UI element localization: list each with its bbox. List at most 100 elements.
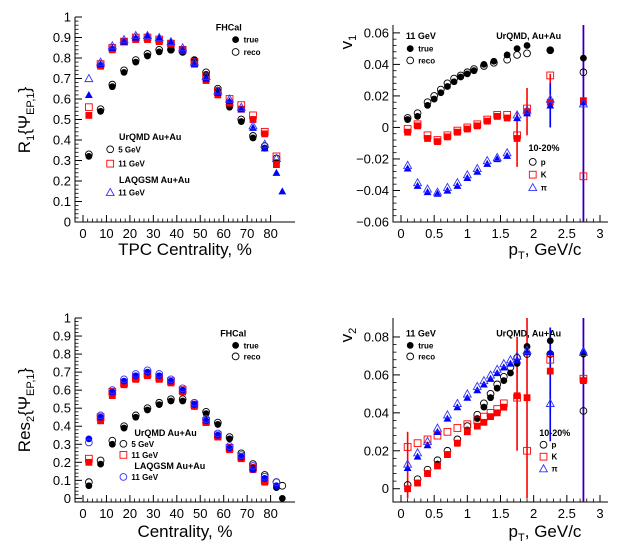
x-tick-label: 30 xyxy=(146,506,160,521)
data-point xyxy=(483,115,492,124)
data-point xyxy=(249,132,257,140)
x-tick-label: 60 xyxy=(216,506,230,521)
y-tick-label: 0 xyxy=(64,491,71,506)
data-point xyxy=(512,351,522,360)
annotation: UrQMD, Au+Au xyxy=(496,31,561,41)
data-point xyxy=(144,36,151,43)
legend-marker xyxy=(105,187,115,196)
data-point xyxy=(479,375,489,385)
data-point xyxy=(97,413,104,421)
y-tick-label: 0.04 xyxy=(364,57,389,72)
legend-label: K xyxy=(541,171,547,180)
data-point xyxy=(470,67,478,75)
y-tick-label: 0.4 xyxy=(53,419,71,434)
data-point xyxy=(546,46,554,54)
chart-p2: −0.06 −0.04 −0.02 0 0.02 0.04 0.06 0 0.5 1 1.5 2 2.5… xyxy=(337,25,608,262)
data-point xyxy=(131,370,140,378)
data-point xyxy=(107,40,117,50)
y-tick-label: 0.1 xyxy=(53,194,71,209)
legend-marker xyxy=(406,56,415,65)
y-tick-label: 0 xyxy=(382,120,389,135)
data-point xyxy=(404,116,412,123)
data-point xyxy=(108,80,117,89)
data-point xyxy=(155,375,163,383)
y-axis-title: v1 xyxy=(337,35,359,50)
data-point xyxy=(202,410,210,418)
data-point xyxy=(412,447,423,457)
data-point xyxy=(493,110,502,119)
data-point xyxy=(249,111,257,120)
data-point xyxy=(546,355,555,364)
data-point xyxy=(237,115,246,124)
x-tick-label: 2.5 xyxy=(558,226,576,241)
x-tick-label: 80 xyxy=(263,226,277,241)
data-point xyxy=(190,398,199,407)
data-point xyxy=(522,345,532,354)
data-point xyxy=(237,451,246,459)
x-tick-label: 2.5 xyxy=(558,506,576,521)
x-tick-label: 3 xyxy=(596,226,603,241)
chart-p1: 00.10.20.30.40.50.60.70.80.910 10 20 30 40 50… xyxy=(15,10,295,259)
data-point xyxy=(493,405,502,413)
data-point xyxy=(155,372,163,380)
y-tick-label: 0.5 xyxy=(53,401,71,416)
legend-label: true xyxy=(244,36,260,45)
data-point xyxy=(413,120,422,129)
legend-label: true xyxy=(244,341,260,350)
data-point xyxy=(131,56,140,64)
series-3 xyxy=(403,71,588,181)
legend-label: 5 GeV xyxy=(118,145,141,154)
data-point xyxy=(178,395,187,404)
data-point xyxy=(249,462,257,470)
data-point xyxy=(261,130,269,138)
data-point xyxy=(201,71,211,81)
y-tick-label: 0.7 xyxy=(53,365,71,380)
data-point xyxy=(97,107,104,115)
y-tick-label: 0.8 xyxy=(53,51,71,66)
data-point xyxy=(453,128,461,136)
data-point xyxy=(132,372,140,380)
data-point xyxy=(462,389,473,398)
data-point xyxy=(155,45,164,54)
legend-marker xyxy=(231,352,240,361)
data-point xyxy=(523,394,531,402)
data-point xyxy=(108,83,116,91)
data-point xyxy=(177,42,188,52)
x-tick-label: 1.5 xyxy=(491,226,509,241)
legend-marker xyxy=(528,170,537,179)
data-point xyxy=(154,32,164,42)
series-0 xyxy=(404,42,587,123)
y-tick-label: 0 xyxy=(382,481,389,496)
data-point xyxy=(224,94,235,103)
data-point xyxy=(523,49,531,58)
annotation: LAQGSM Au+Au xyxy=(119,175,190,185)
data-point xyxy=(403,443,412,451)
data-point xyxy=(96,105,105,114)
data-point xyxy=(545,94,555,103)
legend-marker xyxy=(232,341,240,349)
data-point xyxy=(403,125,412,133)
legend-label: reco xyxy=(244,352,261,361)
data-point xyxy=(143,366,152,375)
data-point xyxy=(422,184,433,193)
data-point xyxy=(432,187,443,196)
data-point xyxy=(143,404,152,413)
data-point xyxy=(261,475,269,482)
y-tick-label: 0.6 xyxy=(53,383,71,398)
x-tick-label: 0 xyxy=(79,506,86,521)
data-point xyxy=(85,454,93,463)
data-point xyxy=(522,105,532,114)
y-axis-title: R1{ΨEP,1} xyxy=(15,86,37,153)
data-point xyxy=(155,401,163,408)
data-point xyxy=(512,109,522,119)
data-point xyxy=(503,110,511,119)
data-point xyxy=(85,112,93,119)
legend-label: 11 GeV xyxy=(131,473,158,482)
data-point xyxy=(272,152,281,161)
data-point xyxy=(108,386,117,395)
legend-label: 5 GeV xyxy=(131,440,154,449)
data-point xyxy=(278,494,286,502)
data-point xyxy=(84,73,94,83)
data-point xyxy=(273,161,280,168)
y-tick-label: 1 xyxy=(64,10,71,25)
